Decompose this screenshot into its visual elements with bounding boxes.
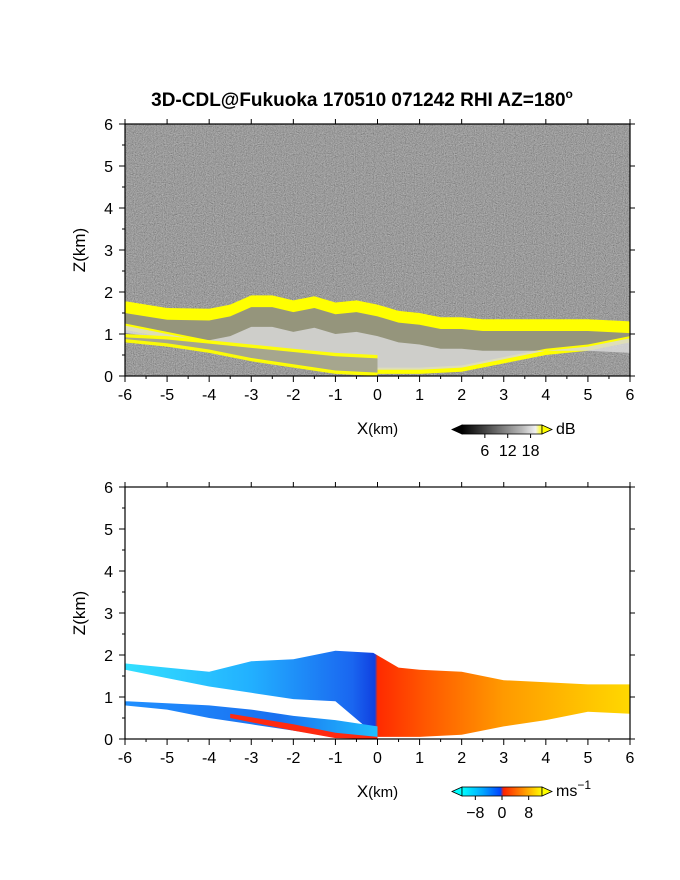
x-tick-label: 0 <box>373 750 382 767</box>
colorbar-unit-sup: −1 <box>577 778 591 792</box>
colorbar-unit: dB <box>556 421 576 438</box>
y-tick-label: 4 <box>104 201 113 218</box>
y-tick-label: 3 <box>104 243 113 260</box>
colorbar-ramp <box>461 424 543 435</box>
colorbar-unit: ms−1 <box>556 778 591 800</box>
colorbar: −8 0 8 ms−1 <box>451 778 591 822</box>
x-axis-label-unit: (km) <box>368 421 398 438</box>
velocity-upper-band <box>125 650 630 737</box>
colorbar-unit-main: ms <box>556 783 577 800</box>
y-tick-label: 5 <box>104 522 113 539</box>
y-axis-label: Z(km) <box>70 591 89 635</box>
figure-title: 3D-CDL@Fukuoka 170510 071242 RHI AZ=180o <box>151 87 573 111</box>
y-tick-label: 0 <box>104 732 113 749</box>
colorbar-tick-label: 6 <box>480 443 489 460</box>
x-tick-label: -3 <box>244 387 258 404</box>
x-axis-label-unit: (km) <box>368 784 398 801</box>
x-tick-label: 4 <box>541 387 550 404</box>
x-tick-label: -1 <box>328 387 342 404</box>
plot-area <box>125 124 630 376</box>
x-axis-label: X(km) <box>357 419 398 438</box>
x-tick-label: -2 <box>286 387 300 404</box>
y-tick-label: 6 <box>104 480 113 497</box>
x-tick-label: 6 <box>626 750 635 767</box>
colorbar-max-arrow <box>541 424 553 435</box>
x-tick-label: 3 <box>499 387 508 404</box>
colorbar-tick-label: −8 <box>466 805 484 822</box>
x-axis-label: X(km) <box>357 782 398 801</box>
x-tick-label: -1 <box>328 750 342 767</box>
y-tick-label: 1 <box>104 690 113 707</box>
y-tick-label: 1 <box>104 327 113 344</box>
colorbar-tick-label: 12 <box>499 443 517 460</box>
colorbar-max-arrow <box>541 786 553 797</box>
colorbar-min-arrow <box>451 424 463 435</box>
x-tick-label: -6 <box>118 387 132 404</box>
y-tick-label: 2 <box>104 285 113 302</box>
x-tick-label: -2 <box>286 750 300 767</box>
x-tick-label: -5 <box>160 387 174 404</box>
y-tick-label: 6 <box>104 117 113 134</box>
colorbar-ramp <box>461 786 543 797</box>
colorbar-tick-label: 18 <box>522 443 540 460</box>
x-tick-label: 6 <box>626 387 635 404</box>
x-tick-label: 1 <box>415 387 424 404</box>
x-tick-label: -6 <box>118 750 132 767</box>
colorbar-tick-label: 0 <box>498 805 507 822</box>
x-tick-label: 3 <box>499 750 508 767</box>
x-tick-label: -3 <box>244 750 258 767</box>
y-tick-label: 3 <box>104 606 113 623</box>
colorbar: 6 12 18 dB <box>451 421 576 460</box>
cloud-echo-weak <box>125 325 630 370</box>
y-tick-label: 5 <box>104 159 113 176</box>
colorbar-unit-main: dB <box>556 421 576 438</box>
x-tick-label: 1 <box>415 750 424 767</box>
colorbar-min-arrow <box>451 786 463 797</box>
x-tick-label: 4 <box>541 750 550 767</box>
x-tick-label: 5 <box>583 387 592 404</box>
x-tick-label: -4 <box>202 387 216 404</box>
x-axis-label-main: X <box>357 419 368 438</box>
x-tick-label: 0 <box>373 387 382 404</box>
x-tick-label: -4 <box>202 750 216 767</box>
x-tick-label: 2 <box>457 387 466 404</box>
x-tick-label: 2 <box>457 750 466 767</box>
x-axis-label-main: X <box>357 782 368 801</box>
y-tick-label: 4 <box>104 564 113 581</box>
y-tick-label: 2 <box>104 648 113 665</box>
x-tick-label: 5 <box>583 750 592 767</box>
lower-layer-core <box>125 337 378 373</box>
x-tick-label: -5 <box>160 750 174 767</box>
velocity-surface-streak <box>230 713 378 739</box>
plot-area <box>125 487 630 739</box>
y-tick-label: 0 <box>104 369 113 386</box>
y-axis-label: Z(km) <box>70 228 89 272</box>
colorbar-tick-label: 8 <box>524 805 533 822</box>
